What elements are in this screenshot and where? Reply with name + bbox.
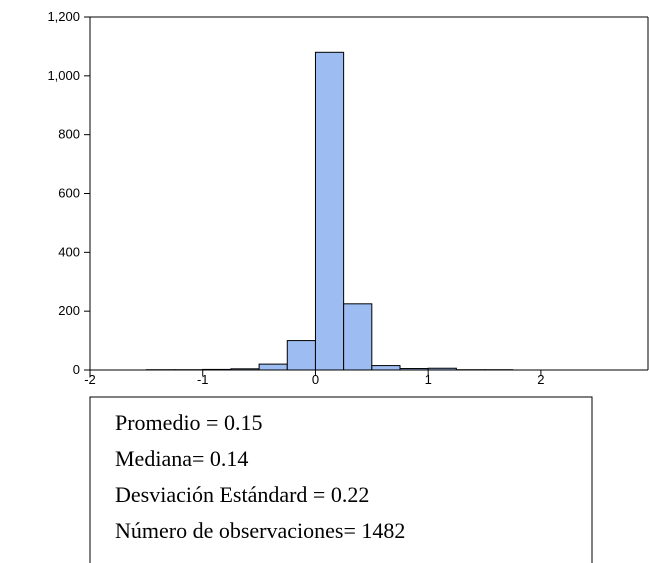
y-tick-label: 1,200 [47, 9, 80, 24]
annotation: Promedio = 0.15 [115, 410, 262, 435]
x-tick-label: 2 [537, 372, 544, 387]
stats-box [89, 396, 593, 563]
x-tick-label: 1 [425, 372, 432, 387]
annotation: Mediana= 0.14 [115, 446, 248, 471]
bar [258, 363, 288, 371]
x-tick-label: -1 [197, 372, 209, 387]
y-tick-label: 600 [58, 186, 80, 201]
bar [314, 51, 345, 371]
y-tick-label: 200 [58, 303, 80, 318]
x-tick-label: -2 [84, 372, 96, 387]
y-tick-label: 400 [58, 244, 80, 259]
x-tick-label: 0 [312, 372, 319, 387]
bar [286, 340, 316, 371]
y-tick-label: 800 [58, 127, 80, 142]
bar [343, 303, 373, 371]
y-tick-label: 0 [73, 362, 80, 377]
bar [371, 365, 401, 371]
annotation: Número de observaciones= 1482 [115, 518, 405, 543]
annotation: Desviación Estándard = 0.22 [115, 482, 369, 507]
y-tick-label: 1,000 [47, 68, 80, 83]
